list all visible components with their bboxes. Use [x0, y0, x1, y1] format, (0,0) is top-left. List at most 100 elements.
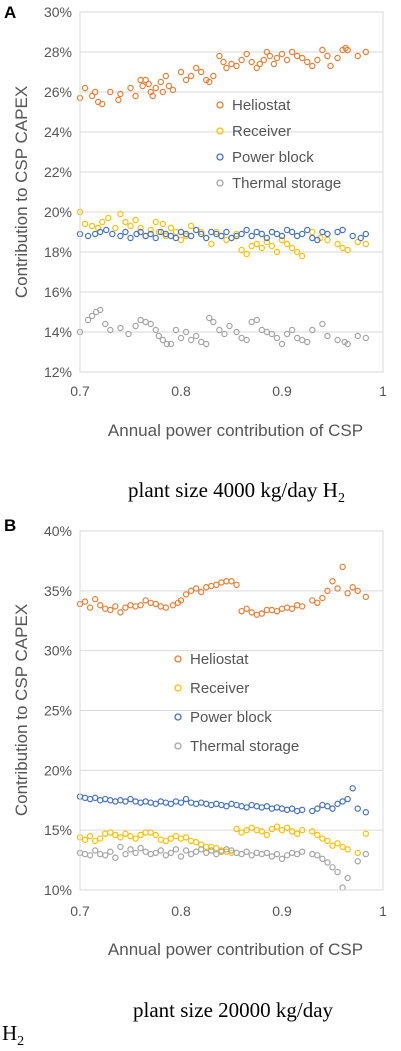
data-point — [210, 72, 217, 80]
data-point — [162, 852, 170, 859]
data-point — [288, 326, 296, 334]
data-point — [109, 230, 116, 238]
data-point — [142, 318, 149, 326]
caption: plant size 4000 kg/day H2 — [128, 478, 345, 506]
data-point — [117, 797, 124, 804]
data-point — [122, 228, 129, 236]
data-point — [187, 799, 195, 806]
data-point — [99, 218, 106, 226]
data-point — [258, 828, 265, 835]
data-point — [213, 800, 220, 808]
data-point — [339, 843, 346, 851]
data-point — [137, 831, 144, 839]
data-point — [122, 850, 129, 858]
x-tick-label: 0.8 — [171, 383, 191, 399]
data-point — [172, 846, 180, 853]
data-point — [362, 830, 370, 837]
data-point — [263, 238, 271, 246]
data-point — [228, 578, 235, 585]
data-point — [319, 801, 326, 809]
data-point — [293, 232, 301, 240]
data-point — [117, 210, 124, 218]
plot-area-border — [79, 11, 384, 373]
data-point — [263, 48, 271, 56]
data-point — [248, 609, 255, 616]
data-point — [112, 224, 119, 232]
data-point — [334, 800, 341, 808]
data-point — [162, 799, 170, 806]
data-point — [263, 849, 271, 857]
data-point — [233, 62, 240, 70]
data-point — [334, 54, 341, 62]
data-point — [228, 847, 235, 854]
x-tick-labels: 0.7 0.8 0.9 1 — [70, 903, 387, 919]
data-point — [334, 240, 341, 248]
data-point — [167, 835, 175, 842]
data-point — [309, 828, 316, 835]
caption: plant size 20000 kg/day — [133, 998, 334, 1022]
data-point — [278, 826, 286, 834]
data-point — [81, 220, 89, 228]
data-point — [299, 252, 306, 260]
data-point — [354, 332, 361, 340]
data-point — [278, 855, 286, 863]
data-point — [172, 234, 180, 242]
data-point — [213, 844, 220, 852]
legend-label: Receiver — [232, 123, 291, 140]
data-point — [177, 236, 185, 244]
y-tick-label: 22% — [44, 164, 72, 180]
data-point — [203, 234, 210, 242]
data-point — [107, 829, 114, 836]
panel-letter: A — [4, 3, 16, 22]
data-point — [91, 596, 99, 603]
x-tick-labels: 0.7 0.8 0.9 1 — [70, 383, 387, 399]
data-point — [117, 324, 124, 332]
data-point — [208, 240, 215, 248]
data-point — [206, 314, 213, 322]
y-tick-label: 35% — [44, 583, 72, 599]
data-point — [132, 798, 139, 805]
data-point — [152, 600, 159, 608]
data-point — [248, 58, 255, 66]
data-point — [96, 228, 104, 236]
data-point — [283, 604, 291, 611]
data-point — [122, 218, 129, 226]
data-point — [324, 52, 331, 60]
data-point — [172, 798, 180, 805]
data-point — [268, 242, 276, 250]
data-point — [243, 848, 250, 855]
data-point — [187, 336, 195, 344]
data-point — [167, 232, 175, 240]
data-point — [203, 584, 210, 591]
legend-marker — [216, 127, 224, 135]
data-point — [327, 62, 334, 70]
data-point — [102, 852, 109, 859]
data-point — [105, 214, 112, 222]
data-point — [270, 60, 278, 68]
data-point — [243, 826, 250, 834]
data-point — [152, 326, 159, 334]
data-point — [248, 824, 255, 831]
data-point — [142, 798, 149, 805]
data-point — [132, 322, 139, 330]
data-point — [187, 850, 195, 858]
data-point — [253, 228, 260, 236]
data-point — [223, 236, 230, 244]
data-point — [117, 609, 124, 616]
data-point — [203, 843, 210, 851]
data-point — [278, 236, 286, 244]
data-point — [147, 829, 154, 836]
data-point — [278, 805, 286, 812]
data-point — [314, 805, 321, 812]
data-point — [197, 68, 205, 76]
data-point — [334, 228, 341, 236]
data-point — [258, 244, 265, 252]
data-point — [324, 803, 331, 810]
data-point — [192, 848, 200, 855]
data-point — [192, 585, 200, 592]
data-point — [314, 56, 321, 64]
data-point — [107, 88, 114, 96]
data-point — [132, 603, 139, 610]
data-point — [152, 849, 159, 857]
data-point — [177, 68, 185, 76]
